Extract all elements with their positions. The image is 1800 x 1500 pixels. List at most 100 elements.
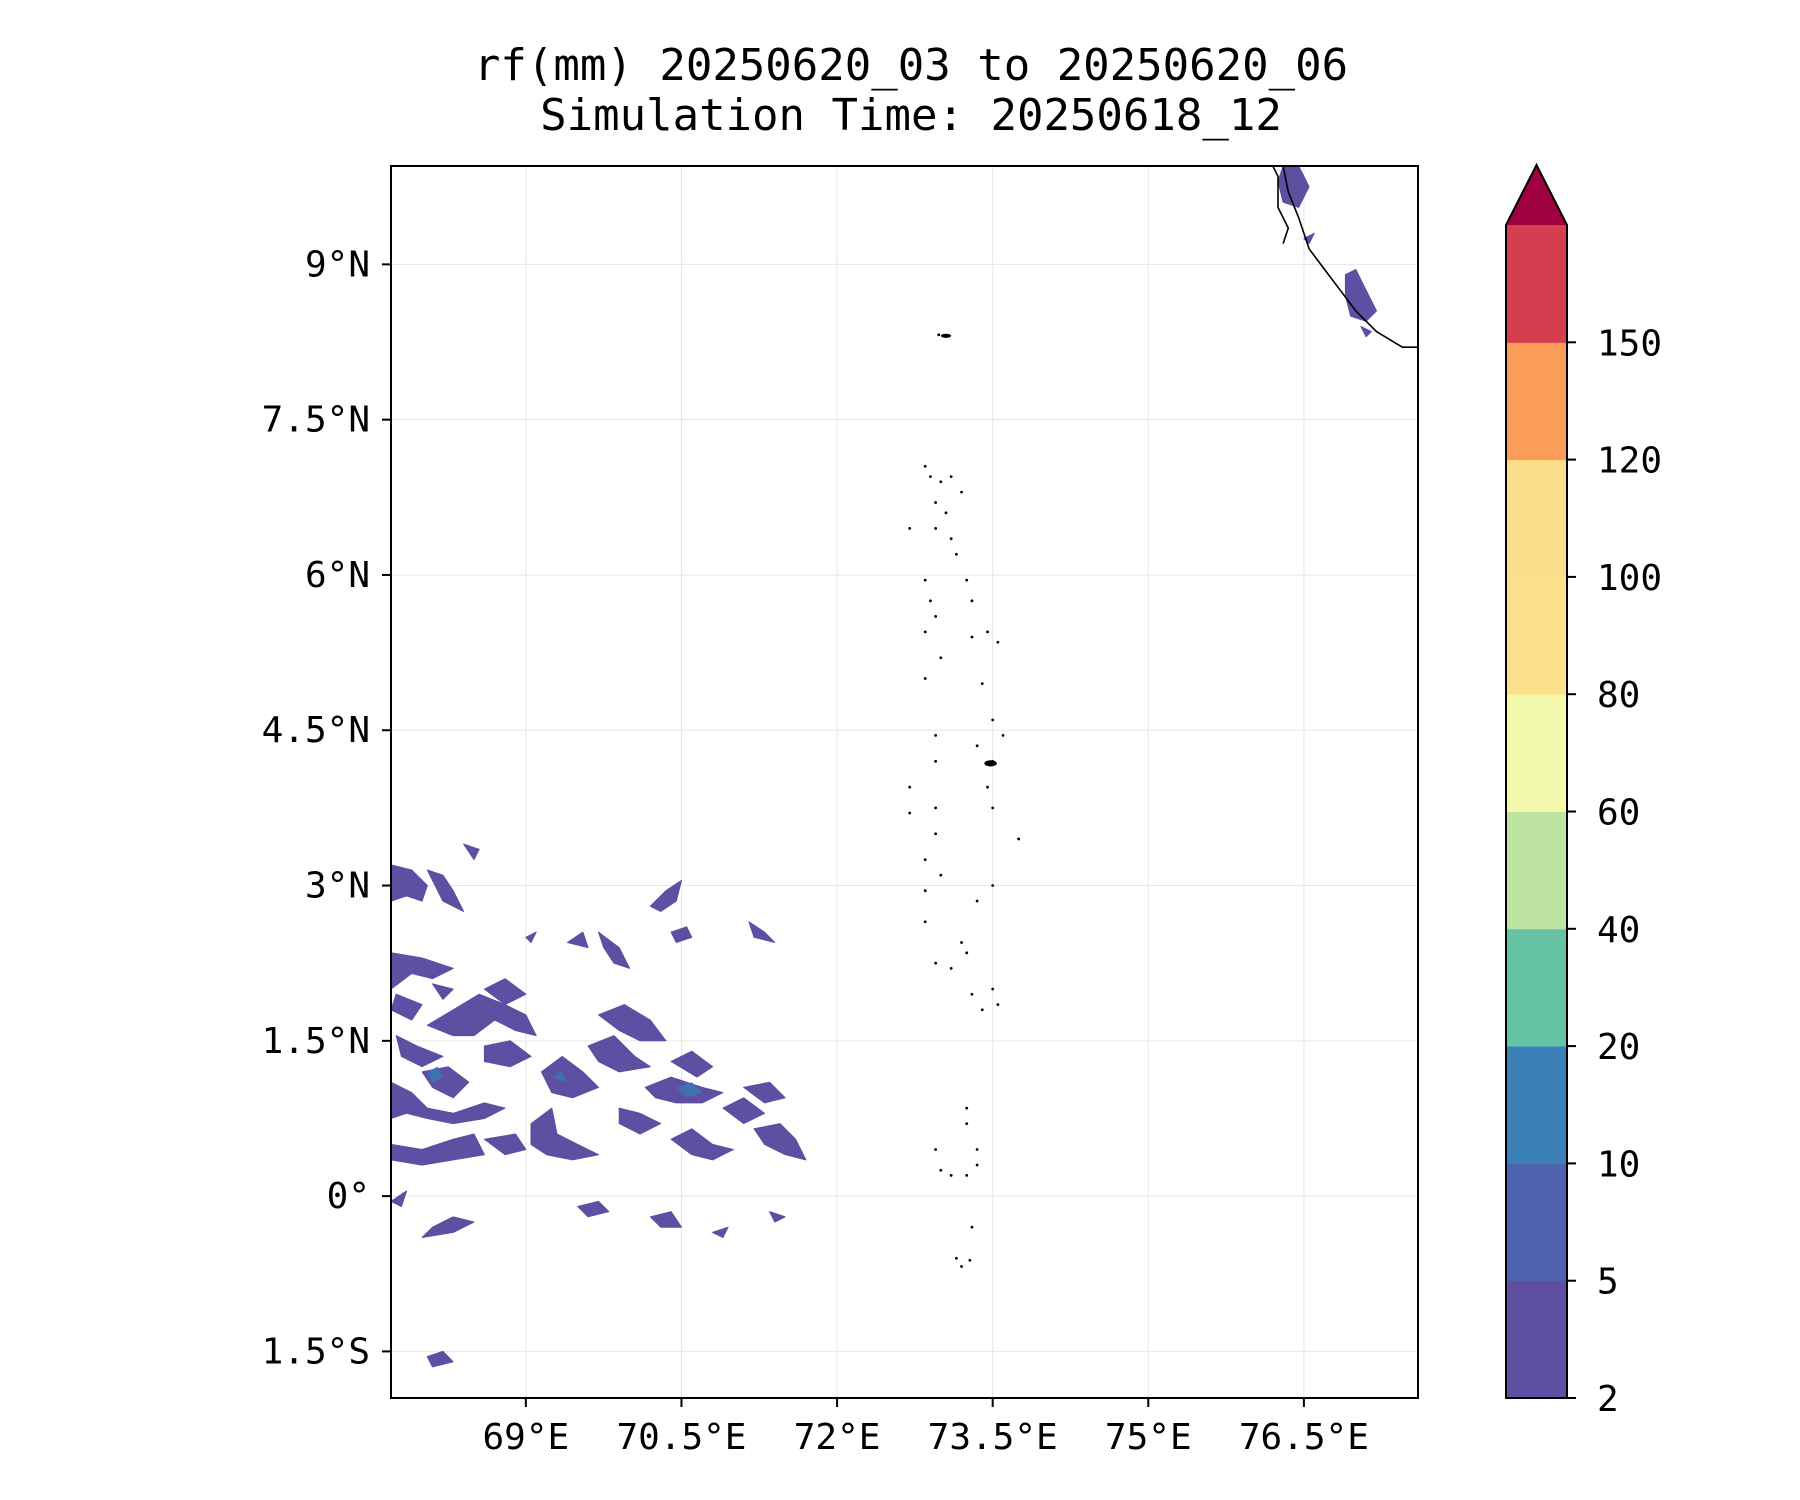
y-tick-label: 7.5°N <box>262 400 370 441</box>
x-axis-ticks: 69°E 70.5°E 72°E 73.5°E 75°E 76.5°E <box>483 1398 1369 1458</box>
atoll-island <box>986 786 989 789</box>
rain-cell <box>671 1051 713 1077</box>
atoll-island <box>939 480 942 483</box>
rain-cell <box>671 927 692 943</box>
colorbar-tick-label: 20 <box>1597 1027 1640 1068</box>
atoll-island <box>991 988 994 991</box>
coastlines <box>908 166 1418 1268</box>
rain-cell <box>427 994 536 1035</box>
rain-cell <box>541 1056 598 1097</box>
atoll-island <box>950 967 953 970</box>
x-tick-label: 72°E <box>794 1417 881 1458</box>
atoll-island <box>934 832 937 835</box>
atoll-island-large <box>984 760 996 766</box>
colorbar-segment <box>1506 460 1567 578</box>
atoll-island <box>955 553 958 556</box>
atoll-island <box>945 511 948 514</box>
atoll-island <box>934 734 937 737</box>
rain-cell <box>391 1134 484 1165</box>
y-axis-ticks: 9°N 7.5°N 6°N 4.5°N 3°N 1.5°N 0° 1.5°S <box>262 244 391 1372</box>
colorbar-tick-label: 40 <box>1597 910 1640 951</box>
colorbar-tick-label: 2 <box>1597 1379 1619 1420</box>
colorbar-segment <box>1506 812 1567 930</box>
atoll-island <box>929 475 932 478</box>
rain-cell <box>599 1005 666 1041</box>
atoll-island <box>929 599 932 602</box>
atoll-island <box>991 718 994 721</box>
colorbar-segment <box>1506 1046 1567 1164</box>
map-frame <box>391 166 1418 1398</box>
y-tick-label: 9°N <box>305 244 370 285</box>
atoll-island <box>924 465 927 468</box>
rain-cell <box>396 1036 443 1067</box>
colorbar-segment <box>1506 1163 1567 1281</box>
rain-cell <box>391 1191 407 1207</box>
atoll-island <box>934 1148 937 1151</box>
gridlines <box>391 166 1418 1398</box>
colorbar-tick-label: 10 <box>1597 1144 1640 1185</box>
map-figure: rf(mm) 20250620_03 to 20250620_06 Simula… <box>0 0 1800 1500</box>
x-tick-label: 73.5°E <box>928 1417 1058 1458</box>
y-tick-label: 4.5°N <box>262 710 370 751</box>
map-svg: 69°E 70.5°E 72°E 73.5°E 75°E 76.5°E 9°N7.5°N6… <box>0 0 1800 1500</box>
colorbar-segment <box>1506 577 1567 695</box>
atoll-island <box>934 962 937 965</box>
x-tick-label: 70.5°E <box>616 1417 746 1458</box>
atoll-island <box>934 760 937 763</box>
atoll-island-large <box>941 334 951 338</box>
y-tick-label: 6°N <box>305 555 370 596</box>
rain-cell <box>713 1227 729 1237</box>
atoll-island <box>934 615 937 618</box>
atoll-island <box>965 579 968 582</box>
colorbar-tick-label: 60 <box>1597 793 1640 834</box>
atoll-island <box>960 941 963 944</box>
x-tick-label: 76.5°E <box>1239 1417 1369 1458</box>
atoll-island <box>950 475 953 478</box>
atoll-island <box>924 920 927 923</box>
atoll-island <box>981 1008 984 1011</box>
atoll-island <box>924 579 927 582</box>
y-tick-label: 1.5°N <box>262 1021 370 1062</box>
atoll-island <box>960 1265 963 1268</box>
rain-cell <box>744 1082 786 1103</box>
atoll-island <box>908 812 911 815</box>
colorbar-segment <box>1506 225 1567 343</box>
atoll-island <box>981 682 984 685</box>
rain-cell <box>619 1108 661 1134</box>
colorbar-tick-label: 100 <box>1597 558 1662 599</box>
atoll-island <box>1017 838 1020 841</box>
atoll-island <box>971 636 974 639</box>
atoll-island <box>924 677 927 680</box>
colorbar-tick-label: 80 <box>1597 675 1640 716</box>
colorbar: 2 5 10 20 40 60 80 100 120 150 <box>1506 165 1662 1420</box>
atoll-island <box>991 806 994 809</box>
rain-cell <box>1278 166 1309 207</box>
atoll-island <box>971 599 974 602</box>
atoll-island <box>939 656 942 659</box>
rain-cell <box>391 865 427 901</box>
atoll-island <box>991 884 994 887</box>
colorbar-segment <box>1506 929 1567 1047</box>
atoll-island <box>965 1107 968 1110</box>
atoll-island <box>934 527 937 530</box>
colorbar-extend-arrow <box>1506 165 1567 225</box>
atoll-island <box>965 951 968 954</box>
rain-cell <box>754 1124 806 1160</box>
atoll-island <box>976 1148 979 1151</box>
atoll-island <box>937 333 940 336</box>
colorbar-tick-label: 5 <box>1597 1262 1619 1303</box>
x-tick-label: 75°E <box>1105 1417 1192 1458</box>
rainfall-contours <box>391 166 1377 1367</box>
rain-cell <box>1345 270 1376 322</box>
atoll-island <box>996 641 999 644</box>
y-tick-label: 0° <box>327 1176 370 1217</box>
colorbar-segment <box>1506 342 1567 460</box>
rain-cell <box>427 870 463 911</box>
atoll-island <box>950 537 953 540</box>
rain-cell <box>391 953 453 989</box>
colorbar-segment <box>1506 694 1567 812</box>
atoll-island <box>924 858 927 861</box>
colorbar-segment <box>1506 1281 1567 1399</box>
atoll-island <box>960 491 963 494</box>
rain-cell <box>578 1201 609 1217</box>
